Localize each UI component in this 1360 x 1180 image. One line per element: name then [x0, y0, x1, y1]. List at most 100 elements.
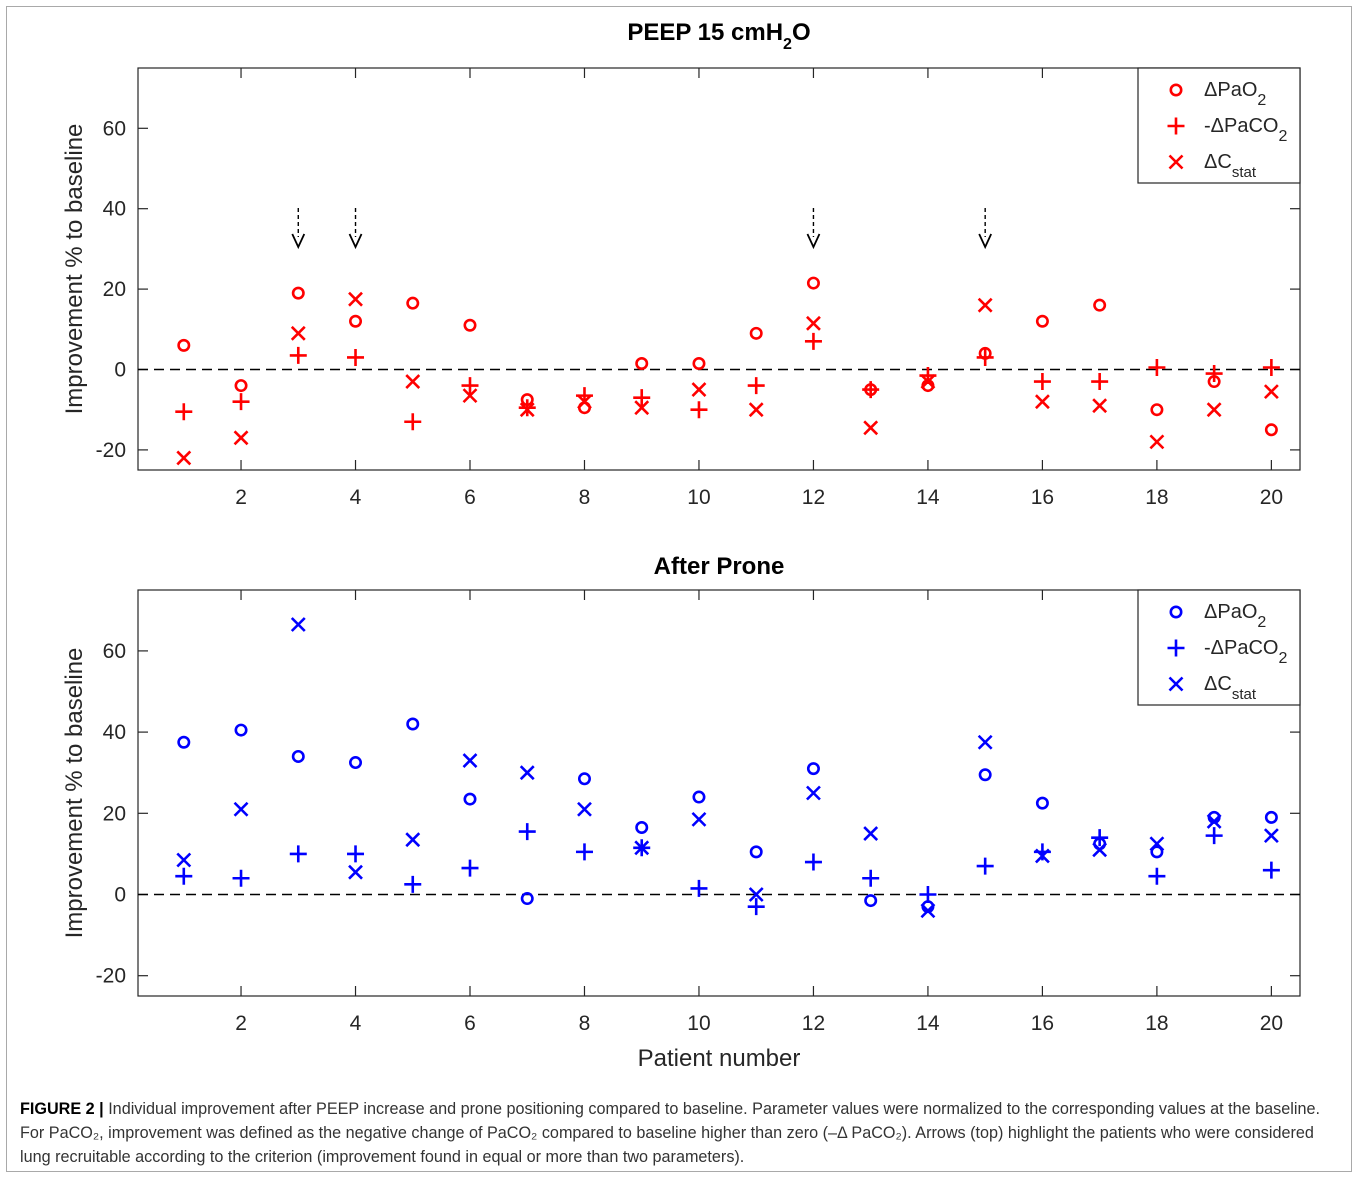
data-point-circle [692, 356, 706, 370]
data-point-circle [749, 326, 763, 340]
data-point-circle [291, 749, 305, 763]
data-point-x [348, 864, 363, 880]
x-tick-label: 20 [1260, 486, 1283, 509]
data-point-x [462, 753, 478, 768]
data-point-circle [177, 338, 191, 352]
legend-box [1137, 67, 1301, 184]
data-point-x [806, 785, 821, 801]
data-point-x [290, 325, 306, 341]
data-point-x [348, 291, 363, 307]
data-point-x [691, 382, 707, 398]
legend-box [1137, 589, 1301, 706]
x-tick-label: 10 [687, 486, 710, 509]
y-axis-label: Improvement % to baseline [61, 648, 88, 939]
data-point-plus [976, 857, 994, 875]
x-tick-label: 12 [802, 1012, 825, 1035]
data-point-plus [1148, 867, 1166, 885]
data-point-plus [461, 377, 479, 395]
data-point-x [748, 887, 764, 902]
data-point-circle [1264, 423, 1278, 437]
recruitable-arrow-head [806, 233, 821, 250]
data-point-circle [349, 756, 363, 770]
data-point-circle [1150, 403, 1164, 417]
data-point-plus [175, 403, 193, 421]
data-point-plus [690, 879, 708, 897]
x-tick-label: 6 [464, 486, 476, 509]
data-point-x [748, 402, 764, 418]
recruitable-arrow-head [291, 233, 306, 250]
data-point-circle [635, 821, 649, 835]
y-tick-label: -20 [96, 439, 126, 462]
data-point-plus [232, 393, 250, 411]
data-point-circle [635, 356, 649, 370]
data-point-circle [349, 314, 363, 328]
data-point-x [1092, 398, 1108, 414]
caption-label: FIGURE 2 | [20, 1100, 104, 1118]
data-point-plus [347, 348, 365, 366]
data-point-plus [518, 399, 536, 417]
data-point-x [462, 388, 478, 404]
data-point-circle [520, 892, 534, 906]
data-point-x [977, 734, 993, 750]
data-point-circle [806, 276, 820, 290]
x-tick-label: 8 [579, 1012, 591, 1035]
data-point-circle [463, 318, 477, 332]
data-point-x [806, 315, 821, 331]
data-point-x [1206, 814, 1222, 829]
x-tick-label: 8 [579, 486, 591, 509]
data-point-circle [406, 296, 420, 310]
data-point-plus [575, 843, 593, 861]
data-point-x [405, 374, 421, 389]
data-point-x [176, 852, 192, 868]
data-point-x [290, 617, 306, 632]
panel-after-prone: 2 4 6 8 10 12 14 16 18 20 -20 0 20 40 60 After Prone Imp… [61, 553, 1301, 1072]
data-point-x [176, 450, 192, 466]
x-tick-label: 2 [235, 1012, 247, 1035]
data-point-plus [404, 413, 422, 431]
data-point-plus [747, 377, 765, 395]
data-point-circle [1150, 845, 1164, 859]
data-point-x [519, 765, 535, 781]
data-point-plus [232, 869, 250, 887]
data-point-x [577, 801, 592, 817]
data-point-circle [291, 286, 305, 300]
data-point-x [863, 826, 879, 842]
data-point-circle [1264, 810, 1278, 824]
recruitable-arrow-head [978, 233, 992, 250]
chart-title: After Prone [654, 553, 785, 580]
data-point-x [1206, 402, 1222, 418]
data-point-circle [177, 735, 191, 749]
data-point-plus [347, 845, 365, 863]
legend-marker-circle [1169, 605, 1183, 619]
y-tick-label: 0 [114, 359, 126, 382]
data-point-x [691, 811, 707, 827]
panel-peep15: 2 4 6 8 10 12 14 16 18 20 -20 0 20 40 60 PEEP 15 cmH2O I… [61, 19, 1301, 509]
x-axis-label: Patient number [638, 1045, 801, 1072]
data-point-circle [577, 772, 591, 786]
legend-marker-plus [1167, 117, 1185, 135]
legend-marker-x [1168, 676, 1184, 692]
data-point-plus [518, 823, 536, 841]
data-point-plus [1091, 373, 1109, 391]
data-point-circle [749, 845, 763, 859]
y-tick-label: 0 [114, 884, 126, 907]
data-point-plus [175, 867, 193, 885]
data-point-plus [1262, 861, 1280, 879]
x-tick-label: 6 [464, 1012, 476, 1035]
x-tick-label: 2 [235, 486, 247, 509]
data-point-x [233, 801, 249, 817]
data-point-x [920, 374, 936, 389]
data-point-plus [862, 381, 880, 399]
data-point-circle [1035, 796, 1049, 810]
data-point-plus [1033, 843, 1051, 861]
y-tick-label: 60 [103, 117, 126, 140]
plot-area-frame [137, 589, 1301, 997]
x-tick-label: 14 [916, 1012, 940, 1035]
data-point-x [1092, 842, 1108, 858]
data-point-circle [864, 894, 878, 908]
data-point-plus [862, 869, 880, 887]
x-tick-label: 16 [1031, 1012, 1054, 1035]
recruitable-arrow-head [348, 233, 363, 250]
data-point-x [920, 903, 936, 919]
